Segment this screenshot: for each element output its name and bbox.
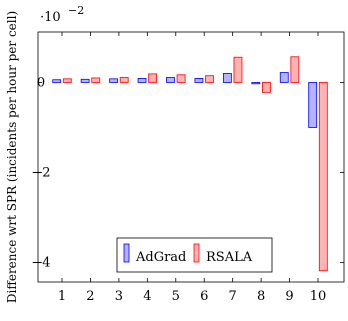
bar-adgrad-4 (137, 77, 147, 83)
bar-rsala-2 (91, 77, 101, 83)
y-multiplier-base: ·10 (40, 10, 61, 25)
x-tick-label: 3 (115, 289, 123, 304)
bar-adgrad-6 (194, 77, 204, 83)
legend: AdGrad RSALA (116, 237, 273, 273)
bar-adgrad-10 (308, 82, 318, 128)
x-tick-label: 2 (86, 289, 94, 304)
bar-rsala-8 (262, 82, 271, 93)
x-tick-label: 1 (58, 289, 66, 304)
y-axis-multiplier: ·10 −2 (40, 4, 84, 25)
x-tick-label: 6 (200, 289, 208, 304)
y-tick-label: −2 (31, 166, 50, 181)
y-tick-label: 0 (37, 75, 45, 90)
legend-label-adgrad: AdGrad (135, 250, 186, 265)
bar-rsala-7 (233, 56, 243, 83)
y-axis-label: Difference wrt SPR (incidents per hour p… (5, 11, 19, 303)
x-tick-label: 4 (143, 289, 151, 304)
y-axis: 0 −2 −4 (31, 75, 344, 271)
x-tick-label: 10 (310, 289, 327, 304)
legend-swatch-adgrad (123, 243, 130, 263)
bar-adgrad-9 (279, 72, 289, 83)
x-tick-label: 7 (229, 289, 237, 304)
legend-swatch-rsala (193, 243, 200, 263)
x-tick-label: 8 (257, 289, 265, 304)
x-tick-label: 5 (172, 289, 180, 304)
y-multiplier-exponent: −2 (68, 4, 84, 17)
bar-rsala-1 (62, 78, 72, 83)
bar-rsala-9 (290, 56, 300, 83)
bar-adgrad-3 (109, 78, 118, 83)
x-tick-label: 9 (285, 289, 293, 304)
bar-series (52, 56, 328, 272)
bar-adgrad-7 (222, 73, 232, 83)
bar-rsala-10 (318, 82, 328, 272)
bar-rsala-3 (119, 77, 129, 83)
bar-rsala-4 (148, 73, 158, 83)
bar-rsala-6 (205, 75, 214, 83)
x-axis: 1 2 3 4 5 6 7 8 9 10 (58, 32, 326, 304)
bar-adgrad-8 (251, 82, 261, 85)
bar-rsala-5 (176, 74, 186, 83)
bar-adgrad-2 (80, 78, 90, 83)
bar-adgrad-1 (52, 79, 62, 83)
plot-frame (37, 31, 345, 283)
bar-adgrad-5 (166, 77, 175, 83)
legend-label-rsala: RSALA (206, 250, 253, 265)
y-tick-label: −4 (31, 256, 50, 271)
plot-area (37, 31, 345, 283)
